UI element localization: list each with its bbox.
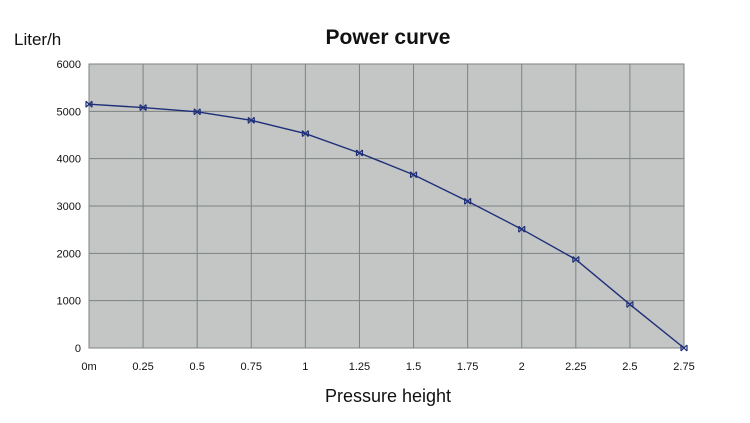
data-point-8 xyxy=(518,225,526,233)
x-tick-label-9: 2.25 xyxy=(565,361,586,373)
data-point-2 xyxy=(193,108,201,116)
x-tick-label-1: 0.25 xyxy=(132,361,153,373)
y-tick-label-6: 6000 xyxy=(57,59,81,71)
x-tick-label-6: 1.5 xyxy=(406,361,421,373)
series-group xyxy=(85,100,688,352)
y-axis-label: Liter/h xyxy=(14,30,61,49)
x-tick-label-8: 2 xyxy=(519,361,525,373)
x-tick-label-2: 0.5 xyxy=(190,361,205,373)
data-point-1 xyxy=(139,104,147,111)
y-tick-label-4: 4000 xyxy=(57,154,81,166)
data-point-10 xyxy=(626,301,634,308)
x-tick-label-10: 2.5 xyxy=(622,361,637,373)
x-tick-labels: 0m 0.25 0.5 0.75 1 1.25 1.5 1.75 2 2.25 2.5 2.75 xyxy=(81,361,694,373)
y-tick-label-5: 5000 xyxy=(57,106,81,118)
y-tick-label-0: 0 xyxy=(75,343,81,355)
x-tick-label-5: 1.25 xyxy=(349,361,370,373)
y-tick-labels: 0 1000 2000 3000 4000 5000 6000 xyxy=(57,59,81,355)
series-line-0 xyxy=(88,103,685,349)
x-tick-label-7: 1.75 xyxy=(457,361,478,373)
chart-title: Power curve xyxy=(326,26,451,49)
data-point-4 xyxy=(301,130,309,138)
data-point-3 xyxy=(247,116,255,124)
data-point-9 xyxy=(572,256,580,263)
y-tick-label-3: 3000 xyxy=(57,201,81,213)
data-point-6 xyxy=(409,171,418,179)
x-tick-label-3: 0.75 xyxy=(241,361,262,373)
x-tick-label-4: 1 xyxy=(302,361,308,373)
data-point-7 xyxy=(464,197,472,205)
x-tick-label-0: 0m xyxy=(81,361,96,373)
data-point-11 xyxy=(680,344,688,352)
y-tick-label-1: 1000 xyxy=(57,296,81,308)
x-axis-label: Pressure height xyxy=(325,386,451,406)
data-point-5 xyxy=(355,149,364,157)
y-tick-label-2: 2000 xyxy=(57,248,81,260)
x-tick-label-11: 2.75 xyxy=(673,361,694,373)
data-point-0 xyxy=(85,100,93,108)
